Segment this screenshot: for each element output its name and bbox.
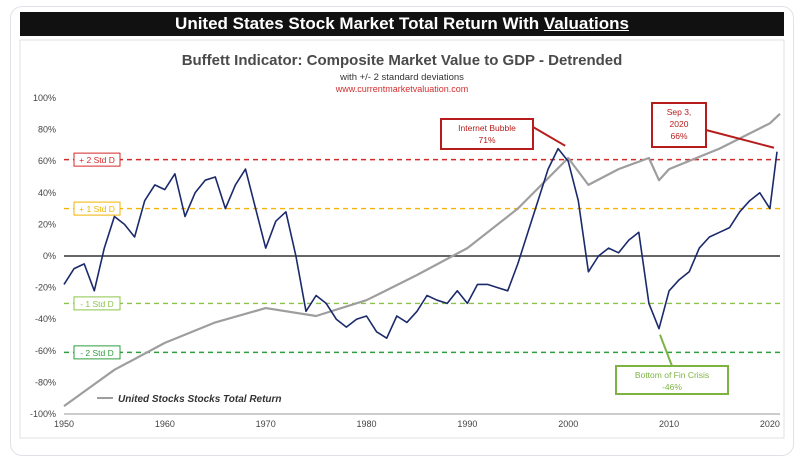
- legend: United Stocks Stocks Total Return: [97, 394, 282, 405]
- reference-line-label-box: [73, 152, 121, 167]
- y-tick-label: -20%: [35, 283, 56, 293]
- x-tick-label: 1960: [155, 419, 175, 429]
- annotation-arrow: [705, 129, 775, 149]
- annotation-text: Internet Bubble: [458, 123, 516, 133]
- y-tick-label: 0%: [43, 251, 56, 261]
- annotation-box: [651, 102, 707, 148]
- x-tick-label: 1970: [256, 419, 276, 429]
- banner-title-text: United States Stock Market Total Return …: [175, 14, 544, 33]
- annotation-box: [440, 118, 534, 150]
- x-tick-label: 2000: [558, 419, 578, 429]
- reference-line-label-box: [73, 296, 121, 311]
- y-tick-label: -40%: [35, 314, 56, 324]
- x-tick-label: 1990: [457, 419, 477, 429]
- banner-title-link[interactable]: Valuations: [543, 14, 629, 33]
- y-tick-label: -60%: [35, 346, 56, 356]
- reference-line-label: + 1 Std D: [79, 204, 115, 214]
- y-tick-label: 80%: [38, 125, 56, 135]
- annotation-arrow: [659, 334, 673, 367]
- annotation-text: 2020: [670, 119, 689, 129]
- x-tick-label: 2020: [760, 419, 780, 429]
- reference-line-label: - 2 Std D: [80, 348, 114, 358]
- annotation-value: 66%: [670, 131, 687, 141]
- chart-source: www.currentmarketvaluation.com: [335, 84, 469, 94]
- x-tick-label: 2010: [659, 419, 679, 429]
- legend-label: United Stocks Stocks Total Return: [118, 394, 282, 405]
- annotation-text: Bottom of Fin Crisis: [635, 370, 709, 380]
- y-tick-label: 20%: [38, 219, 56, 229]
- y-tick-label: -80%: [35, 377, 56, 387]
- reference-line-label-box: [73, 201, 121, 216]
- chart-title: Buffett Indicator: Composite Market Valu…: [182, 52, 623, 69]
- y-tick-label: 40%: [38, 188, 56, 198]
- y-tick-label: 100%: [33, 93, 56, 103]
- annotations-group: Internet Bubble 71% Sep 3, 2020 66% Bottom of…: [440, 102, 775, 395]
- total-return-line: [63, 112, 781, 407]
- x-tick-label: 1980: [357, 419, 377, 429]
- series-group: [63, 112, 781, 407]
- annotation-value: 71%: [478, 135, 495, 145]
- reference-line-label: - 1 Std D: [80, 299, 114, 309]
- y-tick-label: -100%: [30, 409, 56, 419]
- axes-group: 100%80%60%40%20%0%-20%-40%-60%-80%-100%1…: [30, 93, 780, 429]
- y-tick-label: 60%: [38, 156, 56, 166]
- banner-title: United States Stock Market Total Return …: [20, 12, 784, 36]
- annotation-value: -46%: [662, 382, 682, 392]
- chart-subtitle: with +/- 2 standard deviations: [339, 72, 464, 83]
- reference-line-label: + 2 Std D: [79, 155, 115, 165]
- annotation-arrow: [532, 126, 566, 147]
- reference-line-label-box: [73, 345, 121, 360]
- buffett-indicator-line: [63, 147, 778, 340]
- annotation-text: Sep 3,: [667, 107, 692, 117]
- x-tick-label: 1950: [54, 419, 74, 429]
